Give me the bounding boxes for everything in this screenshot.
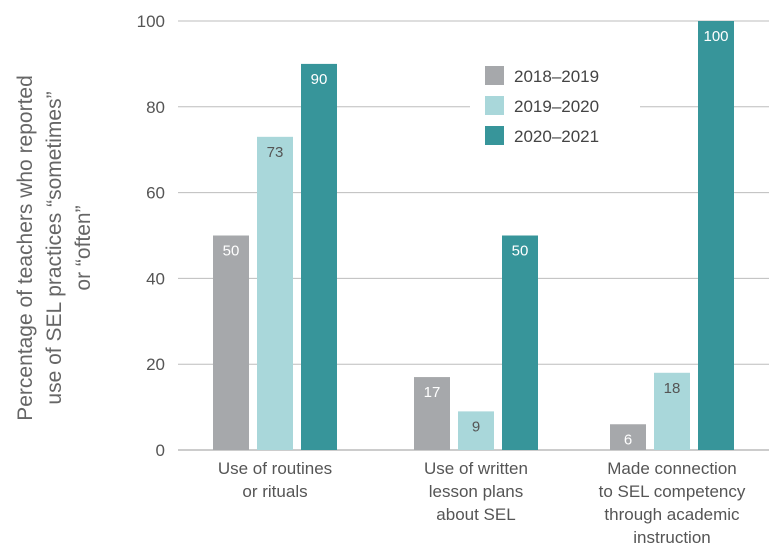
legend-swatch [485, 96, 504, 115]
y-tick-label: 100 [137, 12, 165, 31]
data-label: 18 [664, 380, 681, 397]
y-tick-label: 40 [146, 269, 165, 288]
x-category-line: lesson plans [429, 482, 524, 501]
y-axis-title-text: Percentage of teachers who reported use o… [14, 75, 95, 421]
y-axis-ticks: 0 20 40 60 80 100 [137, 12, 165, 460]
legend: 2018–2019 2019–2020 2020–2021 [470, 52, 640, 156]
bar [502, 235, 538, 450]
legend-swatch [485, 126, 504, 145]
legend-label: 2020–2021 [514, 127, 599, 146]
y-axis-title-line: or “often” [72, 205, 95, 290]
bar [301, 63, 337, 451]
bar [458, 411, 494, 450]
bar [414, 377, 450, 450]
bar [698, 21, 734, 450]
bar [257, 136, 293, 450]
x-category-line: or rituals [242, 482, 307, 501]
data-label: 9 [472, 418, 480, 435]
x-category-line: through academic [604, 505, 740, 524]
y-axis-title-line: Percentage of teachers who reported [14, 75, 37, 421]
data-label: 90 [311, 71, 328, 88]
legend-label: 2019–2020 [514, 97, 599, 116]
bar [654, 372, 690, 450]
legend-label: 2018–2019 [514, 67, 599, 86]
x-category-line: to SEL competency [599, 482, 746, 501]
x-category-line: Use of routines [218, 459, 332, 478]
bar [213, 235, 249, 450]
x-axis-categories: Use of routines or rituals Use of written l… [218, 459, 746, 547]
data-label: 50 [223, 243, 240, 260]
y-axis-title-line: use of SEL practices “sometimes” [43, 91, 66, 404]
data-label: 6 [624, 431, 632, 448]
y-tick-label: 0 [156, 441, 165, 460]
x-category-line: instruction [633, 528, 710, 547]
x-category-line: about SEL [436, 505, 515, 524]
data-label: 50 [512, 243, 529, 260]
x-category-label: Use of written lesson plans about SEL [424, 459, 528, 524]
y-tick-label: 60 [146, 184, 165, 203]
bars [213, 21, 734, 451]
x-category-label: Made connection to SEL competency through … [599, 459, 746, 547]
data-label: 17 [424, 384, 441, 401]
y-tick-label: 80 [146, 98, 165, 117]
data-label: 100 [703, 28, 728, 45]
x-category-label: Use of routines or rituals [218, 459, 332, 501]
bar [610, 424, 646, 450]
legend-swatch [485, 66, 504, 85]
y-tick-label: 20 [146, 355, 165, 374]
x-category-line: Made connection [607, 459, 736, 478]
x-category-line: Use of written [424, 459, 528, 478]
data-label: 73 [267, 144, 284, 161]
data-labels: 50 17 6 73 9 18 90 50 100 [223, 28, 729, 448]
y-axis-title: Percentage of teachers who reported use o… [14, 75, 95, 421]
